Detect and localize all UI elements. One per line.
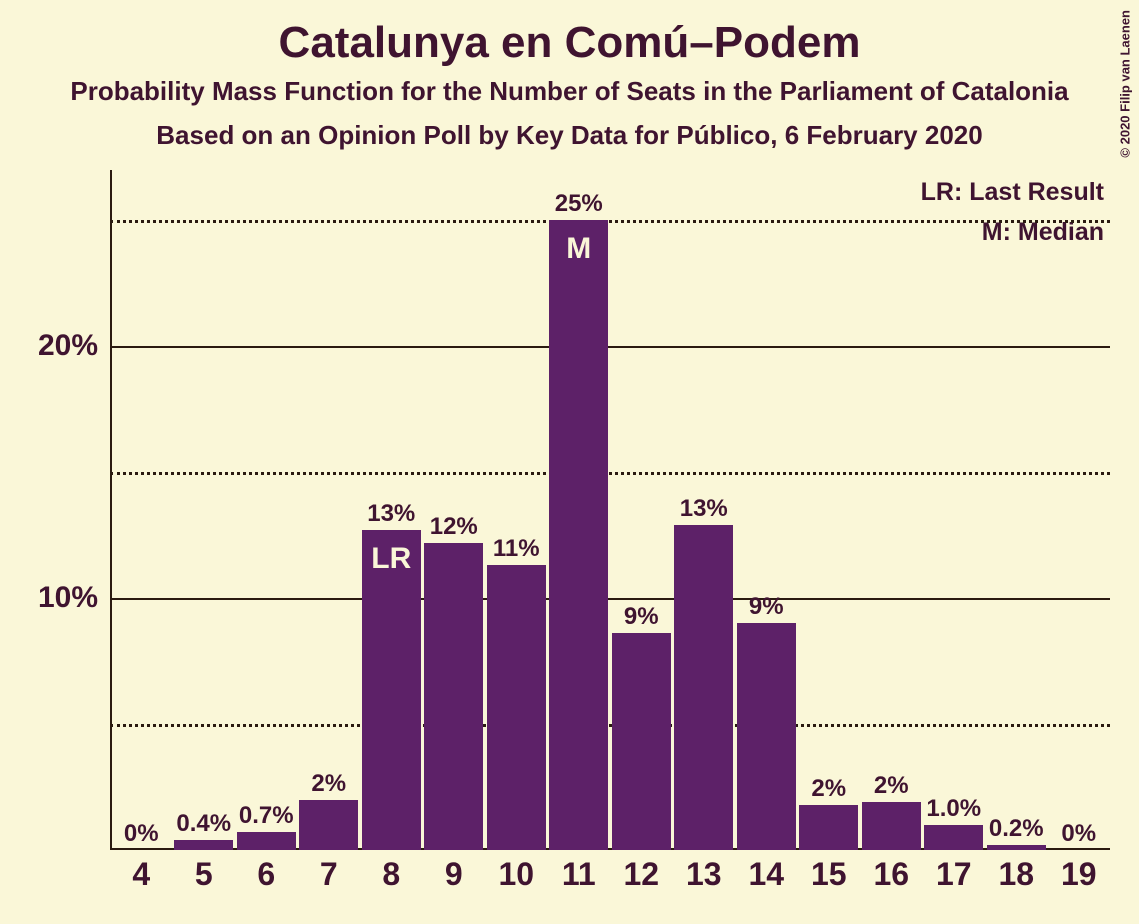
bar-marker-label: LR: [371, 542, 411, 576]
x-tick-label: 8: [382, 850, 400, 893]
bar-value-label: 12%: [430, 513, 478, 543]
bar: 1.0%: [924, 825, 983, 850]
x-tick-label: 17: [936, 850, 972, 893]
bar: 11%: [487, 565, 546, 850]
bar-value-label: 9%: [624, 603, 659, 633]
bar-value-label: 0%: [1061, 820, 1096, 850]
chart-subtitle-1: Probability Mass Function for the Number…: [0, 76, 1139, 107]
chart-title: Catalunya en Comú–Podem: [0, 18, 1139, 68]
x-tick-label: 5: [195, 850, 213, 893]
gridline: [110, 598, 1110, 600]
legend-lr: LR: Last Result: [921, 178, 1104, 207]
x-tick-label: 12: [623, 850, 659, 893]
x-tick-label: 10: [498, 850, 534, 893]
bar: 13%LR: [362, 530, 421, 850]
bar-value-label: 2%: [874, 772, 909, 802]
bar: 0.7%: [237, 832, 296, 850]
bar-value-label: 0.4%: [176, 810, 231, 840]
bar-value-label: 25%: [555, 190, 603, 220]
bar-value-label: 0.2%: [989, 815, 1044, 845]
bar: 12%: [424, 543, 483, 850]
y-axis: [110, 170, 112, 850]
x-tick-label: 15: [811, 850, 847, 893]
bar-value-label: 13%: [367, 500, 415, 530]
x-tick-label: 16: [873, 850, 909, 893]
bar-marker-label: M: [566, 232, 591, 266]
x-tick-label: 9: [445, 850, 463, 893]
y-tick-label: 10%: [38, 581, 110, 615]
gridline: [110, 724, 1110, 727]
bar: 2%: [862, 802, 921, 850]
bar-value-label: 0%: [124, 820, 159, 850]
bar-value-label: 0.7%: [239, 802, 294, 832]
chart-plot-area: LR: Last Result M: Median 20%10%0%40.4%5…: [110, 170, 1110, 850]
gridline: [110, 346, 1110, 348]
y-tick-label: 20%: [38, 329, 110, 363]
copyright-note: © 2020 Filip van Laenen: [1118, 10, 1133, 158]
bar: 0.4%: [174, 840, 233, 850]
bar-value-label: 2%: [311, 770, 346, 800]
bar-value-label: 9%: [749, 593, 784, 623]
x-tick-label: 14: [748, 850, 784, 893]
x-tick-label: 13: [686, 850, 722, 893]
x-tick-label: 6: [257, 850, 275, 893]
bar: 9%: [737, 623, 796, 850]
bar: 2%: [799, 805, 858, 850]
bar: 25%M: [549, 220, 608, 850]
bar-value-label: 2%: [811, 775, 846, 805]
x-tick-label: 19: [1061, 850, 1097, 893]
bar: 13%: [674, 525, 733, 850]
bar: 9%: [612, 633, 671, 850]
x-tick-label: 11: [562, 850, 596, 893]
chart-subtitle-2: Based on an Opinion Poll by Key Data for…: [0, 120, 1139, 151]
gridline: [110, 220, 1110, 223]
x-tick-label: 7: [320, 850, 338, 893]
x-tick-label: 4: [132, 850, 150, 893]
bar-value-label: 11%: [493, 535, 540, 565]
x-tick-label: 18: [998, 850, 1034, 893]
bar-value-label: 1.0%: [926, 795, 981, 825]
bar: 2%: [299, 800, 358, 850]
bar-value-label: 13%: [680, 495, 728, 525]
gridline: [110, 472, 1110, 475]
